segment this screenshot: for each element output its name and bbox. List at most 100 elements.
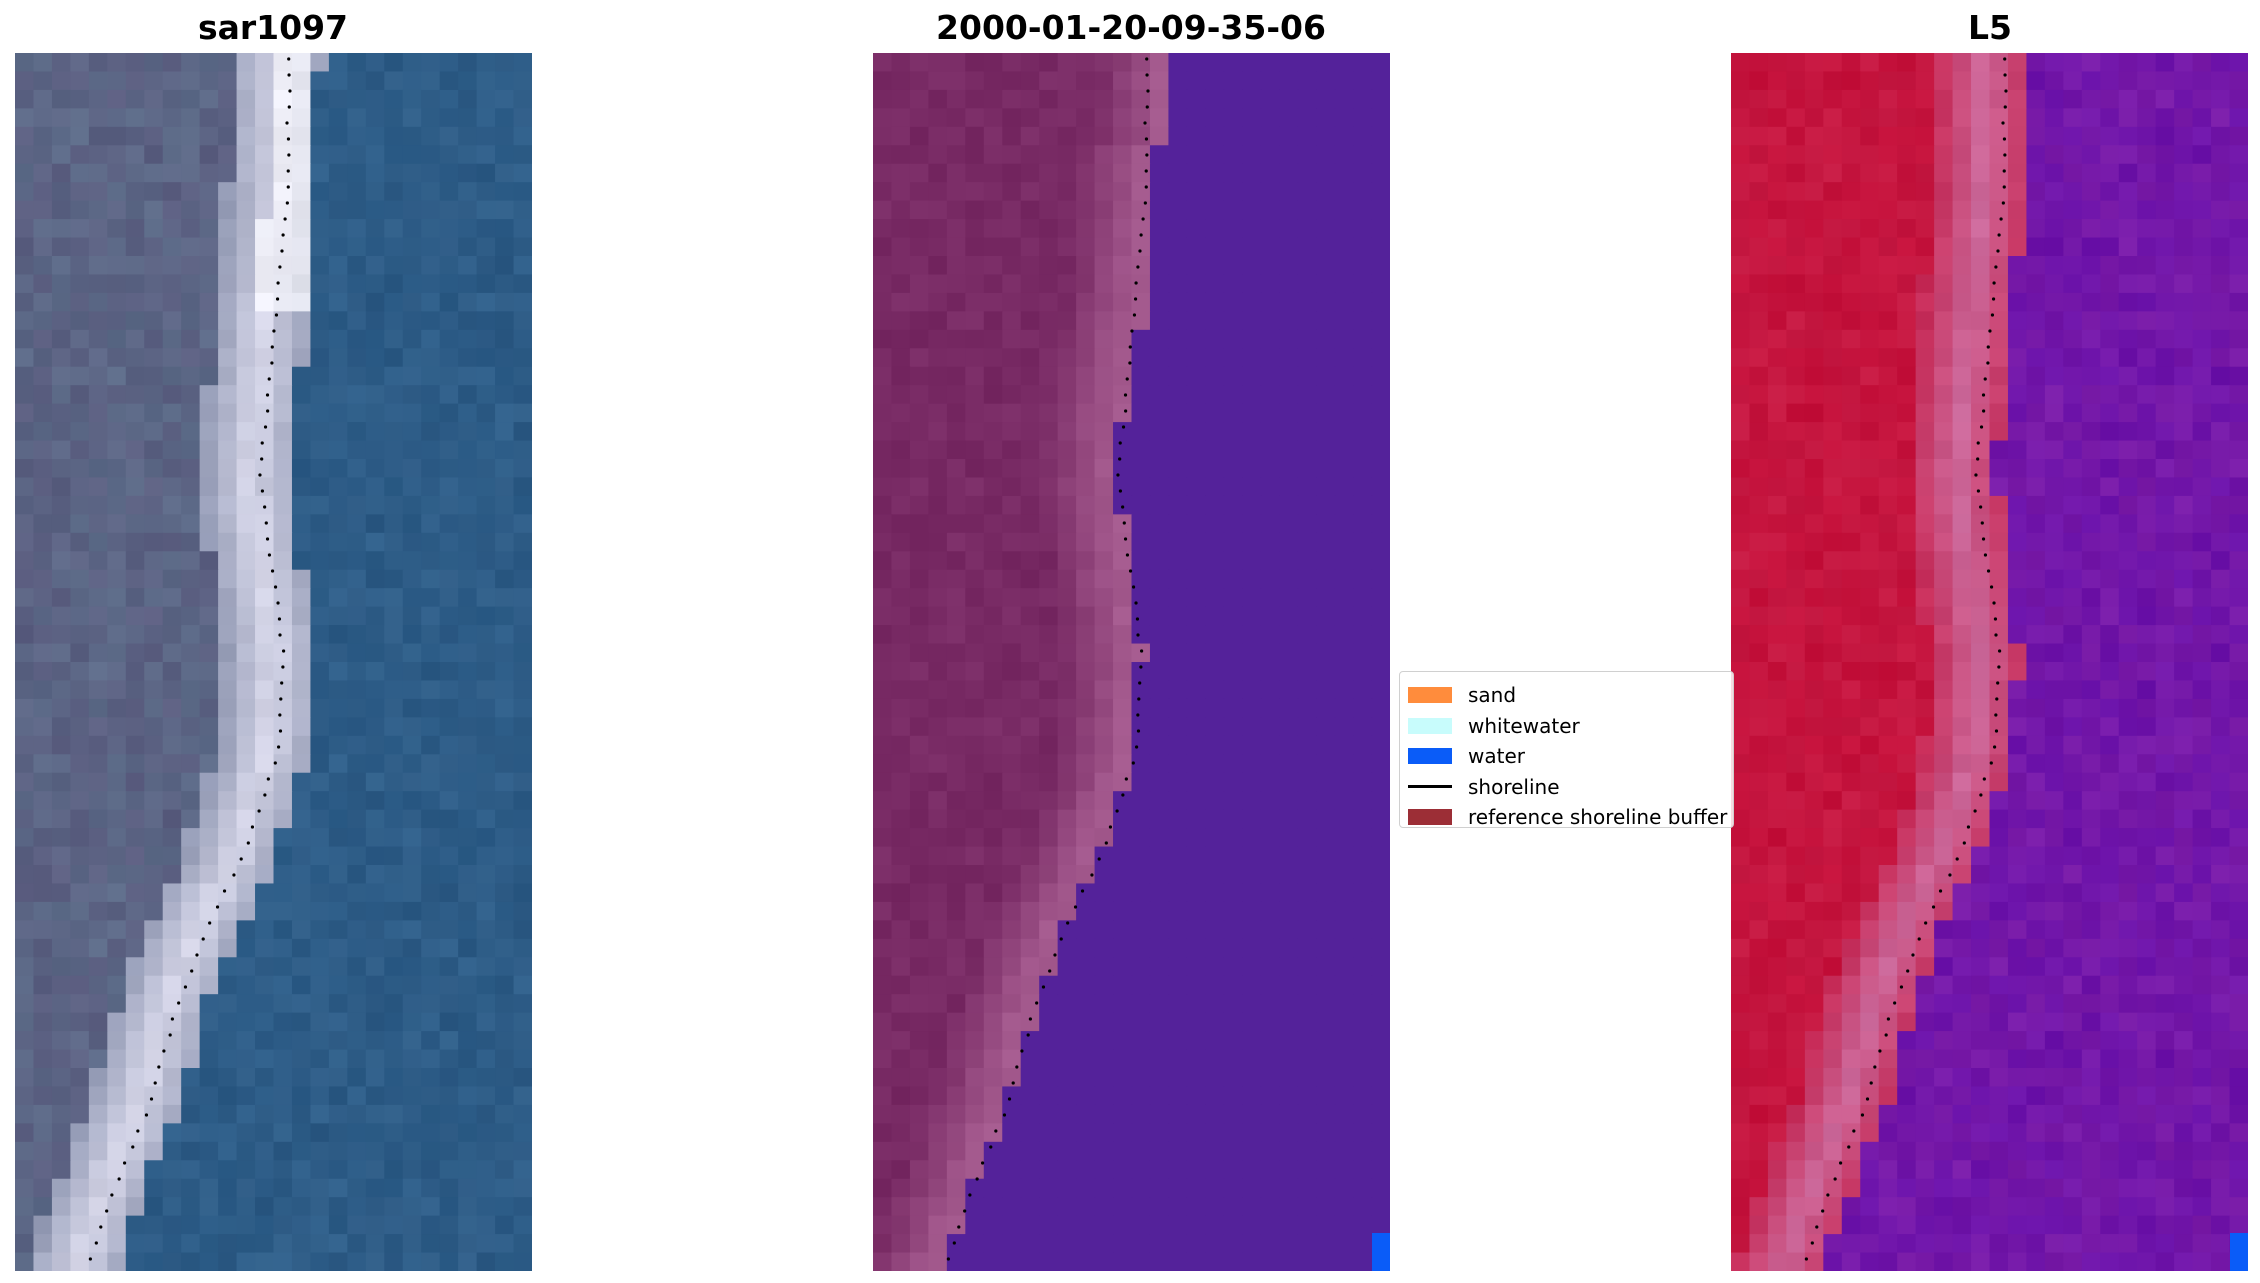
shoreline-point: [2001, 201, 2005, 205]
shoreline-point: [2003, 73, 2007, 77]
shoreline-point: [1133, 297, 1138, 301]
shoreline-dots: [1804, 57, 2008, 1261]
shoreline-point: [1821, 1209, 1825, 1213]
shoreline-point: [1145, 105, 1149, 109]
shoreline-point: [277, 617, 282, 621]
shoreline-point: [263, 425, 268, 429]
shoreline-point: [1145, 73, 1149, 77]
shoreline-point: [195, 953, 199, 957]
shoreline-point: [270, 345, 274, 349]
shoreline-point: [1838, 1161, 1843, 1165]
shoreline-point: [2003, 57, 2007, 61]
shoreline-point: [105, 1209, 109, 1213]
shoreline-point: [1886, 1017, 1890, 1021]
shoreline-point: [1026, 1033, 1030, 1037]
shoreline-point: [1979, 793, 1983, 797]
shoreline-point: [265, 537, 270, 541]
legend-entry-whitewater: whitewater: [1400, 711, 1733, 742]
shoreline-point: [1128, 569, 1133, 573]
shoreline-point: [1041, 985, 1046, 989]
title-l5: L5: [1968, 8, 2012, 47]
shoreline-point: [286, 137, 291, 141]
shoreline-point: [278, 633, 282, 637]
shoreline-point: [287, 105, 291, 109]
shoreline-point: [88, 1257, 92, 1261]
shoreline-point: [2002, 185, 2006, 189]
legend-label-whitewater: whitewater: [1468, 713, 1580, 738]
shoreline-point: [1035, 1001, 1039, 1005]
shoreline-point: [1134, 745, 1139, 749]
shoreline-point: [1080, 889, 1085, 893]
shoreline-point: [1028, 1017, 1032, 1021]
shoreline-point: [980, 1161, 985, 1165]
water-swatch: [1408, 748, 1452, 765]
title-date: 2000-01-20-09-35-06: [936, 8, 1326, 47]
shoreline-point: [239, 857, 243, 861]
legend-entry-water: water: [1400, 741, 1733, 772]
shoreline-point: [1976, 457, 1980, 461]
shoreline-point: [1124, 777, 1128, 781]
shoreline-point: [1118, 489, 1122, 493]
shoreline-point: [1134, 601, 1138, 605]
shoreline-point: [1989, 761, 1993, 765]
shoreline-point: [1128, 361, 1132, 365]
shoreline-point: [1865, 1097, 1870, 1101]
shoreline-point: [1121, 505, 1125, 509]
shoreline-point: [1996, 681, 2000, 685]
shoreline-point: [232, 873, 236, 877]
shoreline-line-sample: [1408, 785, 1452, 789]
shoreline-point: [279, 697, 283, 701]
shoreline-point: [1976, 489, 1980, 493]
shoreline-point: [1104, 841, 1108, 845]
shoreline-point: [1986, 361, 1990, 365]
shoreline-point: [975, 1177, 979, 1181]
shoreline-point: [1011, 1081, 1015, 1085]
shoreline-point: [275, 297, 280, 301]
whitewater-swatch: [1408, 717, 1452, 734]
legend-entry-sand: sand: [1400, 680, 1733, 711]
shoreline-point: [285, 201, 289, 205]
shoreline-point: [272, 329, 276, 333]
shoreline-point: [1097, 857, 1101, 861]
rgb-image: [15, 53, 532, 1271]
shoreline-point: [265, 393, 270, 397]
shoreline-point: [1899, 985, 1904, 989]
shoreline-point: [283, 217, 287, 221]
legend-entry-buffer: reference shoreline buffer: [1400, 802, 1733, 833]
shoreline-point: [1146, 89, 1150, 93]
shoreline-point: [287, 73, 291, 77]
shoreline-point: [1983, 377, 1987, 381]
shoreline-point: [110, 1193, 114, 1197]
shoreline-point: [1986, 345, 1990, 349]
shoreline-point: [122, 1161, 127, 1165]
shoreline-point: [276, 745, 281, 749]
shoreline-point: [1869, 1081, 1873, 1085]
shoreline-point: [149, 1097, 154, 1101]
shoreline-point: [208, 921, 212, 925]
shoreline-point: [270, 569, 275, 573]
shoreline-dots: [88, 57, 292, 1261]
shoreline-point: [266, 777, 270, 781]
shoreline-point: [278, 713, 282, 717]
shoreline-point: [1924, 921, 1928, 925]
buffer-swatch: [1408, 809, 1452, 826]
shoreline-point: [1992, 281, 1996, 285]
shoreline-point: [266, 409, 270, 413]
shoreline-point: [263, 505, 267, 509]
shoreline-point: [285, 121, 289, 125]
shoreline-point: [281, 233, 285, 237]
shoreline-point: [1131, 761, 1135, 765]
shoreline-point: [117, 1177, 121, 1181]
shoreline-point: [131, 1145, 135, 1149]
shoreline-point: [1989, 585, 1994, 589]
shoreline-point: [2002, 169, 2006, 173]
shoreline-point: [1994, 729, 1999, 733]
shoreline-point: [1002, 1113, 1007, 1117]
shoreline-point: [258, 473, 262, 477]
shoreline-point: [1810, 1241, 1814, 1245]
shoreline-point: [177, 1001, 181, 1005]
shoreline-point: [1136, 633, 1140, 637]
shoreline-point: [286, 169, 290, 173]
shoreline-point: [1917, 937, 1921, 941]
shoreline-point: [144, 1113, 149, 1117]
